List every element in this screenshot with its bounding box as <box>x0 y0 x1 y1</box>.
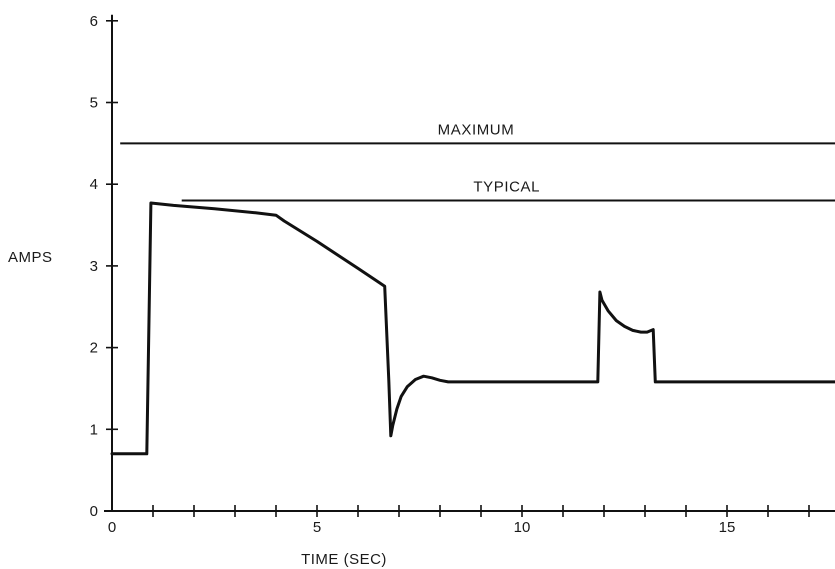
x-tick-label: 0 <box>108 519 116 536</box>
x-axis-title: TIME (SEC) <box>301 551 387 568</box>
y-tick-label: 1 <box>90 421 98 438</box>
y-tick-label: 2 <box>90 340 98 357</box>
x-tick-label: 5 <box>313 519 321 536</box>
maximum-label: MAXIMUM <box>438 121 515 138</box>
typical-label: TYPICAL <box>473 179 540 196</box>
y-tick-label: 0 <box>90 503 98 520</box>
y-tick-label: 5 <box>90 95 98 112</box>
y-tick-label: 6 <box>90 13 98 30</box>
x-tick-label: 15 <box>719 519 736 536</box>
y-axis: 0 1 2 3 4 5 6 <box>90 13 118 520</box>
y-tick-label: 3 <box>90 258 98 275</box>
y-axis-title: AMPS <box>8 249 53 266</box>
y-tick-label: 4 <box>90 176 98 193</box>
x-axis: 0 5 10 15 <box>104 505 835 536</box>
series-group <box>110 201 835 456</box>
x-tick-label: 10 <box>514 519 531 536</box>
reference-lines: MAXIMUM TYPICAL <box>120 121 835 202</box>
series-line-0 <box>110 201 835 456</box>
